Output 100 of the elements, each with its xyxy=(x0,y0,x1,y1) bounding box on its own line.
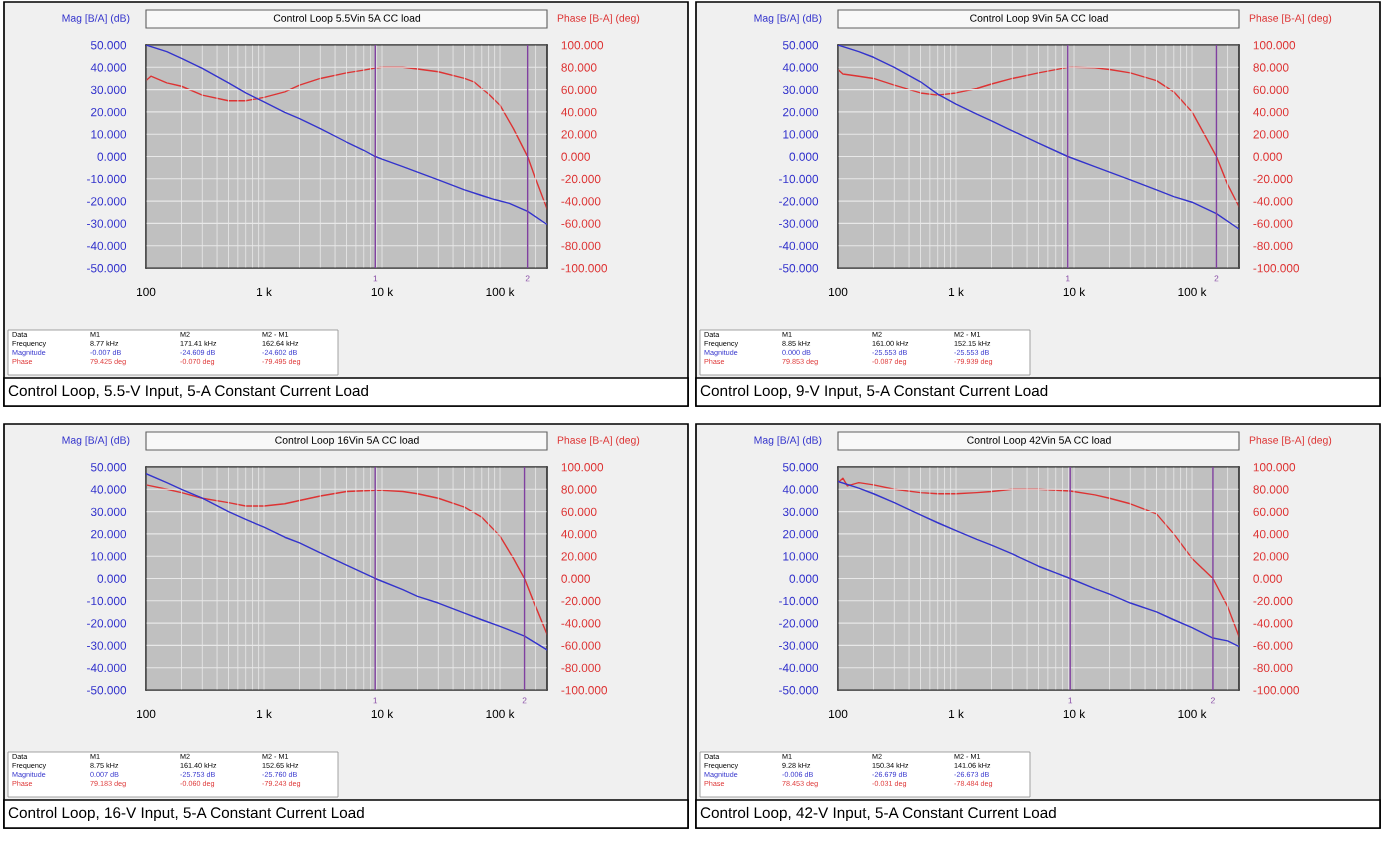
x-tick-label: 100 k xyxy=(1178,709,1207,719)
y-tick-label: 0.000 xyxy=(789,152,819,161)
y-tick-label: -40.000 xyxy=(779,663,819,673)
y-tick-label: 50.000 xyxy=(782,41,819,50)
y2-tick-label: -60.000 xyxy=(1253,219,1293,228)
x-tick-label: 1 k xyxy=(257,709,272,718)
y-tick-label: -20.000 xyxy=(87,197,127,206)
annotation: 2 xyxy=(1211,697,1215,704)
y-tick-label: 0.000 xyxy=(789,574,819,583)
y2-tick-label: -80.000 xyxy=(1253,241,1293,251)
x-tick-label: 10 k xyxy=(1063,709,1086,719)
y-tick-label: 40.000 xyxy=(90,485,127,494)
text: Control Loop, 42-V Input, 5-A Constant Current Load xyxy=(700,806,1056,822)
y-tick-label: -10.000 xyxy=(779,174,819,184)
y2-tick-label: 60.000 xyxy=(561,507,597,516)
y-tick-label: -20.000 xyxy=(779,619,819,628)
annotation: 2 xyxy=(525,275,530,282)
y2-tick-label: -20.000 xyxy=(1253,596,1293,606)
y-tick-label: -10.000 xyxy=(87,596,127,606)
y2-tick-label: 0.000 xyxy=(1253,574,1282,583)
y-tick-label: 50.000 xyxy=(90,463,127,472)
y2-tick-label: -40.000 xyxy=(561,619,601,628)
x-tick-label: 100 k xyxy=(486,287,515,297)
annotation: 1 xyxy=(373,275,378,282)
y-tick-label: 0.000 xyxy=(97,152,127,161)
y-tick-label: 50.000 xyxy=(90,41,127,50)
y-tick-label: -50.000 xyxy=(779,264,819,273)
y2-tick-label: 100.000 xyxy=(1253,41,1296,50)
y2-tick-label: -60.000 xyxy=(1253,641,1293,650)
y-tick-label: -30.000 xyxy=(87,641,127,650)
y-tick-label: -40.000 xyxy=(87,663,127,673)
y2-tick-label: 80.000 xyxy=(561,63,597,72)
y-tick-label: -40.000 xyxy=(779,241,819,251)
y2-tick-label: -60.000 xyxy=(561,219,601,228)
y-tick-label: 10.000 xyxy=(783,552,819,561)
y-tick-label: -50.000 xyxy=(87,686,127,695)
chart-title: Control Loop 16Vin 5A CC load xyxy=(275,436,419,446)
y2-tick-label: -20.000 xyxy=(1253,174,1293,184)
y-tick-label: -20.000 xyxy=(87,619,127,628)
y-tick-label: 10.000 xyxy=(783,130,819,139)
y2-tick-label: 0.000 xyxy=(1253,152,1282,161)
y-tick-label: -30.000 xyxy=(779,219,819,228)
y-axis-title: Mag [B/A] (dB) xyxy=(754,436,822,446)
y-axis-title: Mag [B/A] (dB) xyxy=(62,436,130,446)
y-tick-label: -30.000 xyxy=(779,641,819,650)
y-tick-label: 40.000 xyxy=(90,63,127,72)
y-tick-label: -50.000 xyxy=(779,686,819,695)
y2-tick-label: 60.000 xyxy=(1253,507,1289,516)
y2-tick-label: 100.000 xyxy=(1253,463,1296,472)
y-tick-label: 20.000 xyxy=(91,107,127,117)
annotation: 1 xyxy=(1068,697,1073,704)
annotation: 1 xyxy=(373,697,378,704)
y2-tick-label: -80.000 xyxy=(561,241,601,251)
y2-tick-label: 40.000 xyxy=(561,107,597,117)
chart-title: Control Loop 5.5Vin 5A CC load xyxy=(273,14,421,24)
x-tick-label: 1 k xyxy=(949,287,964,296)
x-tick-label: 100 xyxy=(829,709,848,719)
x-tick-label: 1 k xyxy=(257,287,272,296)
y2-tick-label: 0.000 xyxy=(561,152,590,161)
y2-tick-label: -40.000 xyxy=(1253,197,1293,206)
y-tick-label: -10.000 xyxy=(87,174,127,184)
y-tick-label: 20.000 xyxy=(783,107,819,117)
y-axis-title: Mag [B/A] (dB) xyxy=(754,14,822,24)
y-tick-label: 10.000 xyxy=(91,130,127,139)
y-tick-label: -50.000 xyxy=(87,264,127,273)
y2-tick-label: -20.000 xyxy=(561,174,601,184)
y2-tick-label: 60.000 xyxy=(561,85,597,94)
x-tick-label: 100 k xyxy=(1178,287,1207,297)
x-tick-label: 100 xyxy=(137,709,156,719)
x-tick-label: 1 k xyxy=(949,709,964,718)
y2-tick-label: 80.000 xyxy=(1253,485,1289,494)
x-tick-label: 10 k xyxy=(371,709,394,719)
y2-tick-label: -100.000 xyxy=(561,264,608,273)
x-tick-label: 10 k xyxy=(1063,287,1086,297)
y-tick-label: 50.000 xyxy=(782,463,819,472)
y-tick-label: 30.000 xyxy=(90,85,127,94)
y2-tick-label: 40.000 xyxy=(1253,107,1289,117)
y2-axis-title: Phase [B-A] (deg) xyxy=(1249,14,1332,24)
annotation: 2 xyxy=(1214,275,1219,282)
y2-tick-label: 40.000 xyxy=(1253,529,1289,539)
y-tick-label: -30.000 xyxy=(87,219,127,228)
y2-tick-label: 100.000 xyxy=(561,41,604,50)
y2-tick-label: 100.000 xyxy=(561,463,604,472)
annotation: 2 xyxy=(522,697,527,704)
y2-tick-label: -100.000 xyxy=(561,686,608,695)
y-tick-label: 0.000 xyxy=(97,574,127,583)
y-tick-label: -10.000 xyxy=(779,596,819,606)
y2-axis-title: Phase [B-A] (deg) xyxy=(557,436,640,446)
y2-tick-label: 40.000 xyxy=(561,529,597,539)
y-tick-label: 10.000 xyxy=(91,552,127,561)
chart-title: Control Loop 42Vin 5A CC load xyxy=(967,436,1111,446)
y2-tick-label: -20.000 xyxy=(561,596,601,606)
y2-tick-label: 60.000 xyxy=(1253,85,1289,94)
y2-tick-label: -100.000 xyxy=(1253,686,1300,695)
y2-tick-label: 20.000 xyxy=(561,552,597,561)
y2-tick-label: 20.000 xyxy=(1253,130,1289,139)
text: Control Loop, 9-V Input, 5-A Constant Current Load xyxy=(700,384,1048,400)
y2-tick-label: 80.000 xyxy=(561,485,597,494)
x-tick-label: 100 k xyxy=(486,709,515,719)
y-tick-label: 30.000 xyxy=(782,507,819,516)
